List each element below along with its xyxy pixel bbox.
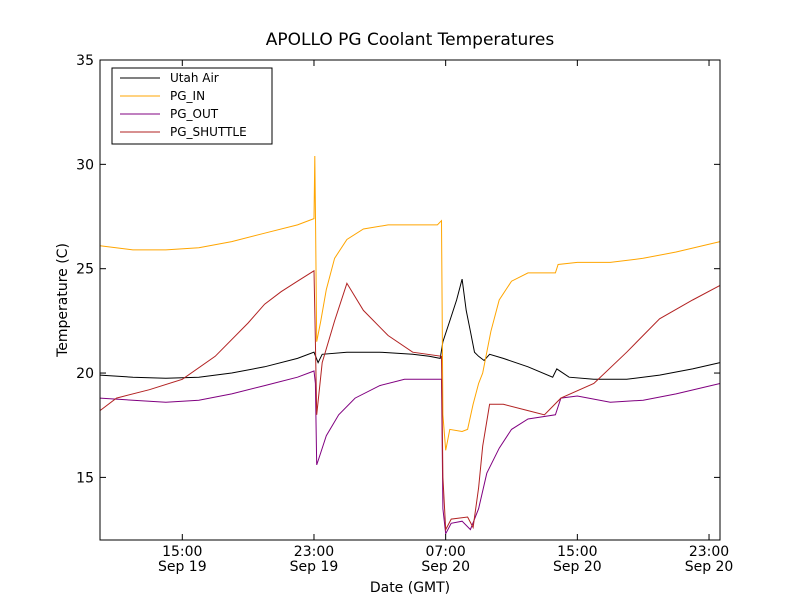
x-tick-label-time: 15:00 <box>162 544 202 560</box>
legend-label: PG_SHUTTLE <box>170 125 247 139</box>
series-line-utah-air <box>99 278 721 380</box>
x-tick-label-time: 23:00 <box>294 544 334 560</box>
y-axis: 15 20 25 30 35 <box>76 53 720 486</box>
x-tick-label-date: Sep 19 <box>290 559 339 575</box>
x-tick-label-date: Sep 20 <box>553 559 602 575</box>
plot-frame <box>99 59 721 541</box>
legend-label: PG_OUT <box>170 107 219 121</box>
legend: Utah Air PG_IN PG_OUT PG_SHUTTLE <box>111 67 273 145</box>
y-tick-label: 35 <box>76 53 94 69</box>
legend-label: PG_IN <box>170 89 205 103</box>
x-axis-title: Date (GMT) <box>370 580 450 596</box>
x-tick-label-time: 15:00 <box>557 544 597 560</box>
y-tick-label: 20 <box>76 366 94 382</box>
x-tick-label-date: Sep 20 <box>685 559 734 575</box>
x-tick-label-date: Sep 20 <box>421 559 470 575</box>
series-line-pg-shuttle <box>99 269 721 532</box>
x-tick-label-date: Sep 19 <box>158 559 207 575</box>
y-axis-title: Temperature (C) <box>55 243 71 358</box>
y-tick-label: 15 <box>76 470 94 486</box>
legend-label: Utah Air <box>170 71 219 85</box>
series-layer <box>99 155 721 536</box>
x-tick-label-time: 07:00 <box>425 544 465 560</box>
chart-title: APOLLO PG Coolant Temperatures <box>266 30 555 50</box>
x-tick-label-time: 23:00 <box>689 544 729 560</box>
y-tick-label: 25 <box>76 262 94 278</box>
series-line-pg-in <box>99 155 721 451</box>
legend-box <box>111 67 273 145</box>
y-tick-label: 30 <box>76 157 94 173</box>
